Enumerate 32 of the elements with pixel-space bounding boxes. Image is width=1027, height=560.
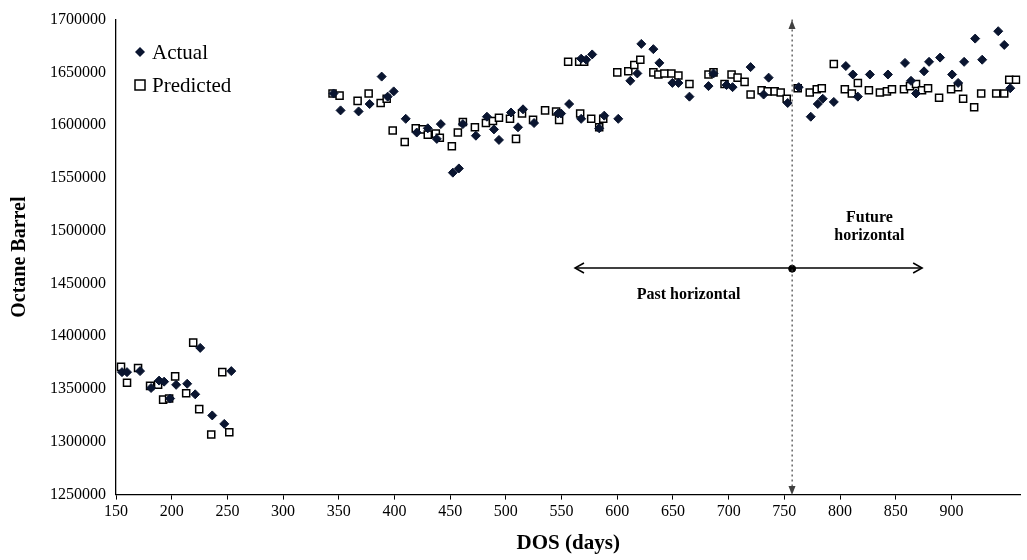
- legend-label: Predicted: [152, 71, 232, 99]
- y-tick-label: 1250000: [50, 484, 106, 502]
- y-tick-label: 1500000: [50, 220, 106, 238]
- x-tick-label: 750: [772, 502, 797, 520]
- x-tick-label: 250: [215, 502, 240, 520]
- y-tick-label: 1450000: [50, 273, 106, 291]
- x-tick-label: 500: [493, 502, 518, 520]
- x-tick-label: 850: [883, 502, 908, 520]
- x-tick-label: 350: [326, 502, 351, 520]
- x-tick-label: 900: [939, 502, 964, 520]
- x-axis-title: DOS (days): [516, 529, 620, 554]
- legend-label: Actual: [152, 38, 208, 66]
- x-tick-label: 550: [549, 502, 574, 520]
- annotation: Past horizontal: [636, 284, 741, 303]
- y-tick-label: 1350000: [50, 379, 106, 397]
- x-tick-label: 300: [271, 502, 296, 520]
- y-axis-title: Octane Barrel: [7, 196, 30, 318]
- y-tick-label: 1550000: [50, 168, 106, 186]
- annotation: Future horizontal: [833, 208, 906, 245]
- x-tick-label: 450: [438, 502, 463, 520]
- y-tick-label: 1400000: [50, 326, 106, 344]
- y-tick-label: 1300000: [50, 432, 106, 450]
- x-tick-label: 150: [104, 502, 128, 520]
- y-tick-label: 1650000: [50, 62, 106, 80]
- y-tick-label: 1600000: [50, 115, 106, 133]
- x-tick-label: 800: [828, 502, 853, 520]
- x-tick-label: 200: [159, 502, 184, 520]
- x-tick-label: 700: [716, 502, 741, 520]
- x-tick-label: 650: [660, 502, 685, 520]
- x-tick-label: 600: [605, 502, 630, 520]
- x-tick-label: 400: [382, 502, 407, 520]
- y-tick-label: 1700000: [50, 9, 106, 27]
